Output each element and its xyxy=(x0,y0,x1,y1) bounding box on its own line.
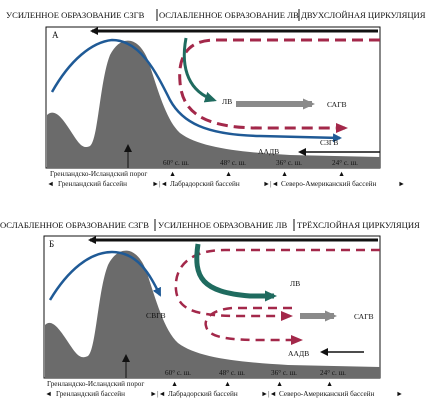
panel-b-label-sagv: САГВ xyxy=(354,312,374,321)
panel-b-svgv-current xyxy=(48,250,162,301)
panel-a-szgv-current xyxy=(50,38,342,143)
panel-b-label-lv: ЛВ xyxy=(290,279,300,288)
panel-b-red-dashed-lower xyxy=(204,306,303,345)
tick-mark: ▲ xyxy=(276,380,283,388)
panel-b-lat-60: 60° с. ш. xyxy=(165,369,191,377)
panel-a-lat-60: 60° с. ш. xyxy=(163,159,189,167)
panel-b-header-1: ОСЛАБЛЕННОЕ ОБРАЗОВАНИЕ СЗГВ xyxy=(0,220,149,230)
panel-b-lat-36: 36° с. ш. xyxy=(271,369,297,377)
panel-b-lv-current xyxy=(194,243,277,302)
basin-sep: ►|◄ xyxy=(152,180,168,188)
basin-sep: ►|◄ xyxy=(261,390,277,398)
panel-a-label-lv: ЛВ xyxy=(222,97,232,106)
panel-a-label-sagv: САГВ xyxy=(327,100,347,109)
panel-b-threshold-label: Гренландско-Исландский порог xyxy=(47,380,144,388)
panel-a-header-3: ДВУХСЛОЙНАЯ ЦИРКУЛЯЦИЯ xyxy=(301,10,426,20)
panel-b-basin-3: Северо-Американский бассейн xyxy=(279,390,375,398)
panel-a-basin-3: Северо-Американский бассейн xyxy=(281,180,377,188)
panel-b-topography xyxy=(45,250,380,378)
panel-a-header-1: УСИЛЕННОЕ ОБРАЗОВАНИЕ СЗГВ xyxy=(6,10,145,20)
basin-arrow-right: ► xyxy=(398,180,405,188)
panel-a-threshold-label: Гренландско-Исландский порог xyxy=(50,170,147,178)
basin-arrow-right: ► xyxy=(396,390,403,398)
tick-mark: ▲ xyxy=(225,170,232,178)
panel-b-header-3: ТРЁХСЛОЙНАЯ ЦИРКУЛЯЦИЯ xyxy=(297,220,420,230)
panel-b-red-dashed-upper xyxy=(174,248,380,321)
basin-sep: ►|◄ xyxy=(263,180,279,188)
panel-b-letter: Б xyxy=(49,239,54,249)
panel-a-red-dashed-current xyxy=(178,38,380,133)
panel-b-header-2: УСИЛЕННОЕ ОБРАЗОВАНИЕ ЛВ xyxy=(158,220,287,230)
panel-a-lat-36: 36° с. ш. xyxy=(276,159,302,167)
tick-mark: ▲ xyxy=(338,170,345,178)
panel-b-label-svgv: СВГВ xyxy=(146,311,166,320)
panel-b-lat-24: 24° с. ш. xyxy=(320,369,346,377)
panel-a-label-szgv: СЗГВ xyxy=(320,138,338,147)
panel-b-label-aadv: ААДВ xyxy=(288,349,309,358)
panel-a-lat-24: 24° с. ш. xyxy=(332,159,358,167)
panel-b: ОСЛАБЛЕННОЕ ОБРАЗОВАНИЕ СЗГВ УСИЛЕННОЕ О… xyxy=(0,219,420,398)
basin-arrow-left: ◄ xyxy=(47,180,54,188)
panel-a-header-2: ОСЛАБЛЕННОЕ ОБРАЗОВАНИЕ ЛВ xyxy=(159,10,299,20)
tick-mark: ▲ xyxy=(281,170,288,178)
basin-sep: ►|◄ xyxy=(150,390,166,398)
tick-mark: ▲ xyxy=(326,380,333,388)
tick-mark: ▲ xyxy=(224,380,231,388)
panel-a-letter: А xyxy=(52,30,59,40)
panel-a-lv-current xyxy=(182,37,217,103)
panel-a-basin-2: Лабрадорский бассейн xyxy=(170,180,240,188)
panel-a-basin-1: Гренландский бассейн xyxy=(58,180,127,188)
tick-mark: ▲ xyxy=(169,170,176,178)
panel-b-basin-2: Лабрадорский бассейн xyxy=(168,390,238,398)
panel-a-lat-48: 48° с. ш. xyxy=(220,159,246,167)
panel-b-lat-48: 48° с. ш. xyxy=(219,369,245,377)
panel-a-label-aadv: ААДВ xyxy=(258,147,279,156)
panel-a-topography xyxy=(47,40,380,168)
basin-arrow-left: ◄ xyxy=(45,390,52,398)
panel-b-basin-1: Гренландский бассейн xyxy=(56,390,125,398)
tick-mark: ▲ xyxy=(171,380,178,388)
panel-a: УСИЛЕННОЕ ОБРАЗОВАНИЕ СЗГВ ОСЛАБЛЕННОЕ О… xyxy=(6,9,426,188)
